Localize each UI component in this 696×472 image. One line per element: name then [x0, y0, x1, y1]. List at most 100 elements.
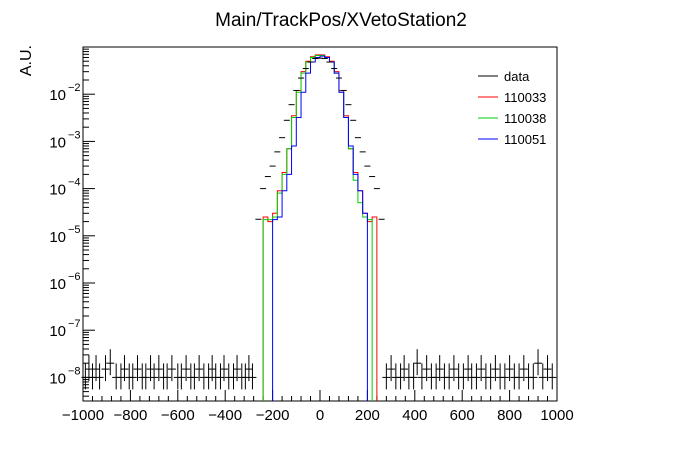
y-tick-label: 10	[49, 229, 66, 246]
series-110051-histogram	[272, 55, 368, 401]
plot-frame	[82, 46, 558, 402]
noise-point	[133, 355, 142, 382]
y-tick-label: 10	[49, 134, 66, 151]
noise-point	[500, 363, 509, 390]
noise-point	[159, 363, 168, 390]
y-tick-exponent: −3	[68, 129, 81, 141]
noise-point	[150, 363, 159, 390]
noise-point	[445, 363, 454, 390]
y-tick-label: 10	[49, 370, 66, 387]
noise-point	[440, 363, 449, 390]
x-tick-label: 600	[450, 407, 475, 424]
noise-point	[190, 363, 199, 390]
y-axis-label: A.U.	[18, 45, 35, 76]
noise-point	[199, 363, 208, 390]
y-tick-label: 10	[49, 323, 66, 340]
x-tick-label: 1000	[540, 407, 573, 424]
series-110033-histogram	[262, 54, 378, 401]
noise-point	[543, 355, 552, 382]
y-tick-label: 10	[49, 276, 66, 293]
noise-point	[138, 363, 147, 390]
noise-point	[387, 355, 396, 382]
noise-point	[435, 355, 444, 382]
noise-point	[237, 363, 246, 390]
noise-point	[248, 363, 257, 390]
y-tick-exponent: −8	[68, 365, 81, 377]
noise-point	[220, 355, 229, 382]
noise-point	[81, 363, 90, 390]
noise-point	[167, 355, 176, 382]
noise-point	[211, 363, 220, 390]
x-tick-label: 800	[497, 407, 522, 424]
x-tick-label: 200	[355, 407, 380, 424]
y-tick-exponent: −2	[68, 82, 81, 94]
noise-point	[459, 363, 468, 390]
noise-point	[204, 363, 213, 390]
noise-point	[400, 355, 409, 382]
y-tick-exponent: −6	[68, 271, 81, 283]
x-tick-label: −800	[114, 407, 148, 424]
noise-point	[404, 363, 413, 390]
noise-point	[510, 363, 519, 390]
noise-point	[216, 363, 225, 390]
y-tick-exponent: −4	[68, 177, 81, 189]
noise-point	[534, 349, 543, 376]
legend-label: 110051	[504, 132, 546, 147]
x-tick-label: 400	[402, 407, 427, 424]
noise-point	[409, 363, 418, 390]
noise-point	[486, 363, 495, 390]
noise-point	[524, 363, 533, 390]
noise-point	[125, 363, 134, 390]
legend-label: 110038	[504, 111, 546, 126]
noise-point	[382, 363, 391, 390]
y-tick-exponent: −5	[68, 224, 81, 236]
noise-point	[229, 363, 238, 390]
noise-point	[449, 355, 458, 382]
legend-label: 110033	[504, 90, 546, 105]
noise-point	[195, 355, 204, 382]
noise-point	[515, 363, 524, 390]
noise-point	[141, 363, 150, 390]
noise-point	[413, 349, 422, 376]
noise-point	[464, 355, 473, 382]
noise-point	[396, 363, 405, 390]
noise-point	[422, 355, 431, 382]
noise-point	[224, 363, 233, 390]
noise-point	[186, 363, 195, 390]
noise-point	[454, 363, 463, 390]
x-tick-label: −600	[161, 407, 195, 424]
legend-label: data	[504, 69, 530, 84]
y-tick-exponent: −7	[68, 318, 81, 330]
noise-point	[491, 355, 500, 382]
noise-point	[467, 363, 476, 390]
noise-point	[208, 355, 217, 382]
noise-point	[95, 363, 104, 390]
noise-point	[519, 355, 528, 382]
legend: data 110033 110038 110051	[478, 69, 546, 147]
noise-point	[417, 363, 426, 390]
noise-point	[529, 363, 538, 390]
noise-point	[116, 363, 125, 390]
noise-point	[88, 363, 97, 390]
noise-point	[120, 355, 129, 382]
y-tick-label: 10	[49, 182, 66, 199]
noise-point	[163, 363, 172, 390]
noise-point	[432, 363, 441, 390]
chart-title: Main/TrackPos/XVetoStation2	[215, 10, 467, 31]
noise-point	[233, 355, 242, 382]
noise-point	[548, 363, 557, 390]
series-110038-histogram	[262, 55, 373, 401]
noise-point	[101, 355, 110, 382]
noise-point	[154, 355, 163, 382]
noise-point	[182, 355, 191, 382]
x-tick-label: 0	[316, 407, 324, 424]
noise-point	[146, 355, 155, 382]
noise-point	[241, 363, 250, 390]
x-tick-label: −200	[256, 407, 290, 424]
noise-point	[112, 363, 121, 390]
noise-point	[173, 363, 182, 390]
noise-point	[505, 355, 514, 382]
noise-point	[538, 363, 547, 390]
y-tick-label: 10	[49, 87, 66, 104]
